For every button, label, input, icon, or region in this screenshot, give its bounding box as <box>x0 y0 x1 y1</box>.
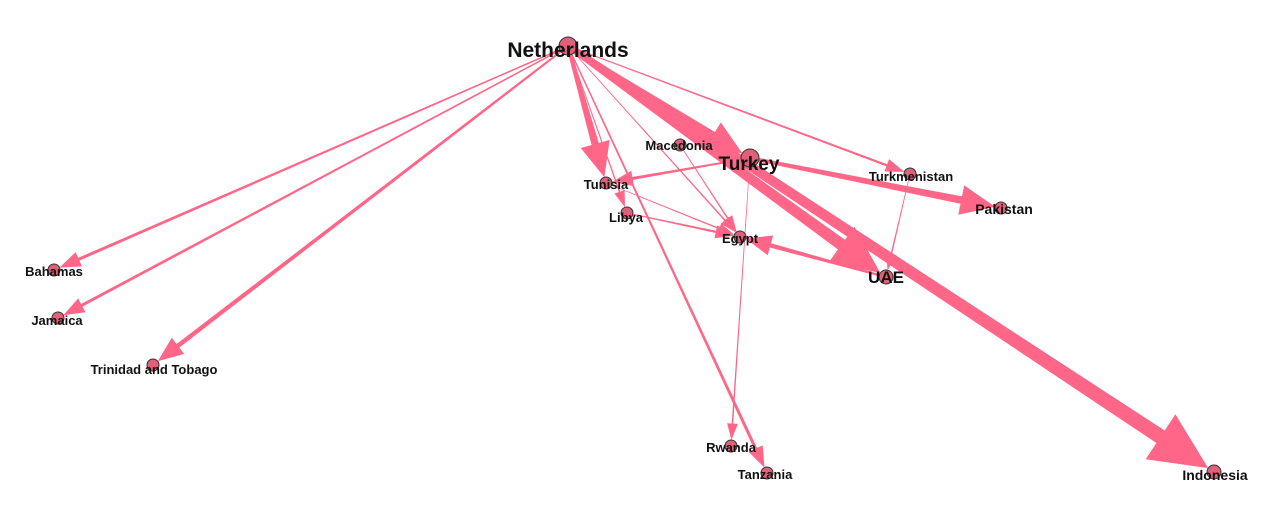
edge-netherlands-to-uae <box>566 43 881 273</box>
node-netherlands <box>558 36 578 56</box>
edge-turkmenistan-to-uae <box>886 173 911 271</box>
edge-libya-to-egypt <box>626 212 735 239</box>
node-trinidad <box>146 358 160 372</box>
node-macedonia <box>673 138 687 152</box>
node-tanzania <box>760 466 774 480</box>
node-label-turkmenistan: Turkmenistan <box>869 169 953 184</box>
edge-macedonia-to-egypt <box>679 144 737 232</box>
node-label-jamaica: Jamaica <box>31 313 83 328</box>
node-label-tunisia: Tunisia <box>584 177 629 192</box>
node-label-pakistan: Pakistan <box>975 201 1033 217</box>
edge-netherlands-to-turkmenistan <box>567 45 905 172</box>
node-label-indonesia: Indonesia <box>1182 467 1248 483</box>
node-tunisia <box>599 176 613 190</box>
edge-netherlands-to-libya <box>567 45 625 208</box>
edge-turkey-to-pakistan <box>749 156 996 215</box>
edge-turkey-to-tunisia <box>611 157 751 187</box>
edge-netherlands-to-tunisia <box>566 45 610 178</box>
edge-netherlands-to-bahamas <box>59 45 569 268</box>
node-label-libya: Libya <box>609 210 644 225</box>
edge-netherlands-to-trinidad <box>157 45 569 362</box>
edges-layer <box>59 43 1209 469</box>
edge-uae-to-egypt <box>745 235 887 278</box>
edge-netherlands-to-tanzania <box>567 45 765 468</box>
node-label-macedonia: Macedonia <box>645 138 713 153</box>
node-libya <box>620 206 634 220</box>
node-label-rwanda: Rwanda <box>706 440 757 455</box>
node-label-trinidad: Trinidad and Tobago <box>91 362 218 377</box>
edge-turkey-to-rwanda <box>727 158 751 440</box>
node-rwanda <box>724 439 738 453</box>
node-pakistan <box>994 201 1008 215</box>
nodes-layer <box>47 36 1222 480</box>
edge-netherlands-to-jamaica <box>63 45 569 316</box>
labels-layer: Netherlands Turkey UAE Macedonia Tunisia Liby… <box>25 39 1248 483</box>
node-label-netherlands: Netherlands <box>507 39 628 62</box>
edge-netherlands-to-turkey <box>567 44 743 154</box>
node-label-uae: UAE <box>868 268 904 287</box>
node-turkey <box>740 148 760 168</box>
node-uae <box>878 269 894 285</box>
node-label-egypt: Egypt <box>722 231 759 246</box>
edge-tunisia-to-egypt <box>605 182 735 235</box>
node-turkmenistan <box>903 167 917 181</box>
node-indonesia <box>1206 464 1222 480</box>
node-egypt <box>733 230 747 244</box>
edge-netherlands-to-egypt <box>567 45 736 233</box>
node-jamaica <box>51 311 65 325</box>
node-label-bahamas: Bahamas <box>25 264 83 279</box>
node-label-turkey: Turkey <box>719 154 780 175</box>
node-label-tanzania: Tanzania <box>738 467 793 482</box>
node-bahamas <box>47 263 61 277</box>
